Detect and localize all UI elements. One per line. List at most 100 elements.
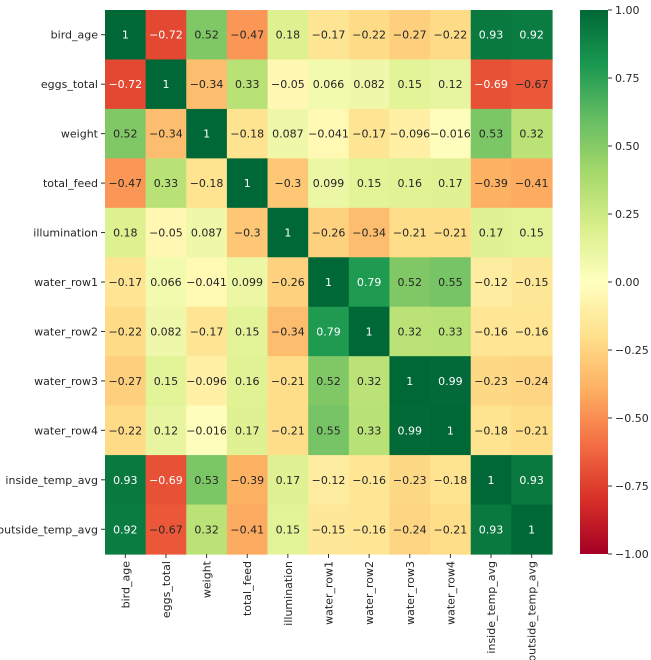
x-tick-label: water_row3: [404, 561, 417, 625]
y-tick-label: water_row1: [34, 276, 98, 289]
cell-value-label: −0.3: [234, 227, 261, 240]
cell-value-label: −0.18: [190, 177, 224, 190]
cell-value-label: −0.26: [312, 227, 346, 240]
cell-value-label: −0.39: [474, 177, 508, 190]
cell-value-label: −0.17: [312, 29, 346, 42]
heatmap-cell: [389, 10, 431, 61]
cell-value-label: 1: [366, 325, 373, 338]
colorbar-tick-label: 0.25: [615, 208, 640, 221]
cell-value-label: 0.15: [235, 325, 260, 338]
heatmap-cell: [226, 257, 269, 308]
heatmap-cell: [348, 306, 391, 357]
colorbar-gradient: [580, 10, 608, 554]
heatmap-cell: [511, 405, 553, 456]
y-tick-label: total_feed: [43, 177, 98, 190]
heatmap-cell: [470, 207, 512, 258]
heatmap-cell: [105, 306, 147, 357]
cell-value-label: 1: [122, 29, 129, 42]
cell-value-label: −0.21: [271, 424, 305, 437]
cell-value-label: −0.27: [393, 29, 427, 42]
heatmap-cell: [511, 207, 553, 258]
cell-value-label: −0.18: [474, 424, 508, 437]
cell-value-label: 0.12: [154, 424, 179, 437]
heatmap-cell: [470, 356, 512, 407]
y-tick-label: weight: [61, 128, 99, 141]
heatmap-cell: [226, 356, 269, 407]
x-tick-label: water_row1: [323, 561, 336, 625]
cell-value-label: 0.93: [479, 523, 504, 536]
cell-value-label: 0.53: [479, 128, 504, 141]
heatmap-cell: [267, 405, 309, 456]
heatmap-cell: [470, 405, 512, 456]
y-tick-label: eggs_total: [41, 78, 98, 91]
heatmap-cell: [470, 257, 512, 308]
cell-value-label: 1: [447, 424, 454, 437]
cell-value-label: 0.93: [113, 474, 138, 487]
cell-value-label: 0.082: [353, 78, 385, 91]
x-tick-label: illumination: [282, 561, 295, 626]
cell-value-label: 0.52: [398, 276, 423, 289]
heatmap-cell: [145, 405, 187, 456]
heatmap-cell: [186, 59, 228, 110]
cell-value-label: −0.72: [108, 78, 142, 91]
heatmap-cell: [389, 455, 431, 506]
x-tick-label: weight: [201, 560, 214, 598]
cell-value-label: 0.33: [235, 78, 260, 91]
heatmap-cell: [186, 455, 228, 506]
cell-value-label: 0.32: [194, 523, 219, 536]
colorbar-tick-label: −1.00: [615, 548, 649, 561]
heatmap-cell: [511, 108, 553, 159]
heatmap-cell: [389, 356, 431, 407]
cell-value-label: −0.41: [230, 523, 264, 536]
cell-value-label: 0.087: [272, 128, 304, 141]
cell-value-label: −0.21: [393, 227, 427, 240]
heatmap-cell: [389, 108, 431, 159]
heatmap-cell: [308, 405, 350, 456]
heatmap-cell: [308, 356, 350, 407]
cell-value-label: 0.79: [316, 325, 341, 338]
heatmap-cell: [105, 59, 147, 110]
heatmap-cell: [226, 158, 269, 209]
heatmap-cell: [348, 405, 391, 456]
heatmap-cell: [105, 455, 147, 506]
cell-value-label: 1: [406, 375, 413, 388]
heatmap-cell: [470, 108, 512, 159]
heatmap-cell: [267, 207, 309, 258]
heatmap-cell: [348, 207, 391, 258]
cell-value-label: −0.21: [515, 424, 549, 437]
cell-value-label: 0.15: [276, 523, 301, 536]
colorbar-tick-label: −0.25: [615, 344, 649, 357]
cell-value-label: 0.15: [154, 375, 179, 388]
heatmap-cell: [267, 504, 309, 555]
cell-value-label: −0.17: [108, 276, 142, 289]
heatmap-cell: [186, 108, 228, 159]
cell-value-label: 0.17: [276, 474, 301, 487]
cell-value-label: 0.33: [357, 424, 382, 437]
heatmap-cell: [308, 455, 350, 506]
heatmap-cell: [267, 306, 309, 357]
heatmap-cell: [226, 455, 269, 506]
heatmap-cell: [105, 257, 147, 308]
heatmap-cell: [511, 455, 553, 506]
heatmap-cell: [430, 356, 472, 407]
heatmap-cell: [145, 158, 187, 209]
cell-value-label: −0.67: [515, 78, 549, 91]
colorbar-tick-label: 0.50: [615, 140, 640, 153]
heatmap-cell: [145, 10, 187, 61]
cell-value-label: 0.55: [438, 276, 463, 289]
heatmap-cell: [348, 59, 391, 110]
colorbar: 1.00 0.75 0.50 0.25 0.00 −0.25 −0.50 −0.75 −1.00: [580, 4, 649, 561]
heatmap-cell: [267, 10, 309, 61]
cell-value-label: 1: [162, 78, 169, 91]
cell-value-label: 1: [244, 177, 251, 190]
x-tick-label: outside_temp_avg: [526, 561, 539, 660]
cell-value-label: −0.22: [352, 29, 386, 42]
heatmap-cell: [511, 306, 553, 357]
cell-value-label: 1: [528, 523, 535, 536]
colorbar-tick-label: 0.00: [615, 276, 640, 289]
cell-value-label: 0.18: [276, 29, 301, 42]
cell-value-label: −0.16: [474, 325, 508, 338]
cell-value-label: −0.3: [275, 177, 302, 190]
heatmap-cell: [470, 504, 512, 555]
heatmap-cell: [186, 257, 228, 308]
